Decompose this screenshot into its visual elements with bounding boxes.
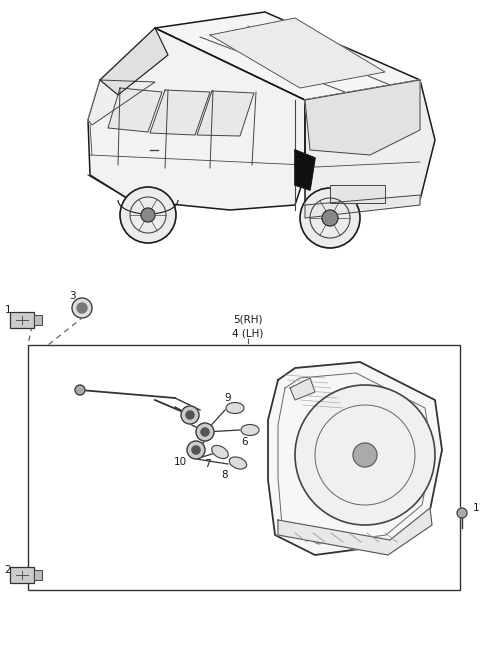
Polygon shape [305,80,420,155]
Circle shape [72,298,92,318]
Circle shape [141,208,155,222]
Ellipse shape [212,445,228,459]
Polygon shape [290,378,315,400]
Circle shape [77,303,87,313]
Circle shape [75,385,85,395]
Circle shape [181,406,199,424]
Circle shape [192,446,200,454]
Polygon shape [108,88,162,132]
Text: 6: 6 [242,437,248,447]
Polygon shape [88,28,305,210]
Text: 1: 1 [5,305,12,315]
Polygon shape [88,80,155,125]
Polygon shape [305,80,435,210]
Text: 9: 9 [225,393,231,403]
Polygon shape [155,12,420,100]
Text: 5(RH): 5(RH) [233,315,263,325]
Polygon shape [278,508,432,555]
Text: 2: 2 [5,565,12,575]
Circle shape [196,423,214,441]
Circle shape [295,385,435,525]
Bar [28,345,460,590]
Text: 7: 7 [204,459,210,469]
Ellipse shape [226,403,244,413]
Bar [330,185,385,203]
Text: 4 (LH): 4 (LH) [232,328,264,338]
Circle shape [120,187,176,243]
Circle shape [457,508,467,518]
Bar [10,312,34,328]
Polygon shape [150,90,210,135]
Polygon shape [100,28,168,95]
Bar [10,567,34,583]
Text: 11: 11 [473,503,480,513]
Circle shape [353,443,377,467]
Text: 3: 3 [69,291,75,301]
Circle shape [187,441,205,459]
Bar [34,570,42,580]
Polygon shape [197,91,254,136]
Circle shape [201,428,209,436]
Circle shape [322,210,338,226]
Polygon shape [295,150,315,190]
Circle shape [300,188,360,248]
Ellipse shape [241,424,259,436]
Ellipse shape [229,457,247,469]
Polygon shape [268,362,442,555]
Bar [34,315,42,325]
Circle shape [186,411,194,419]
Text: 10: 10 [173,457,187,467]
Polygon shape [210,18,385,88]
Polygon shape [305,195,420,218]
Text: 8: 8 [222,470,228,480]
